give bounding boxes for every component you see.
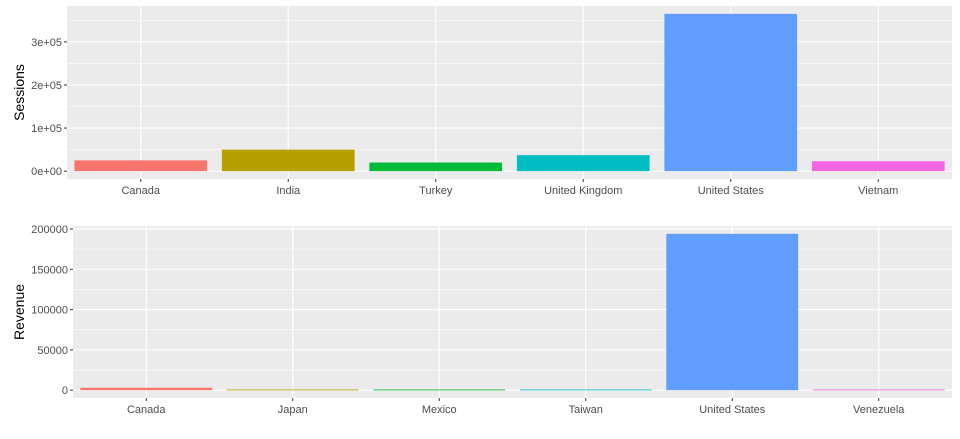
sessions-x-tick-label: Canada [121, 185, 160, 197]
revenue-bar-canada [80, 387, 213, 391]
sessions-y-tick-label: 3e+05 [31, 37, 62, 49]
sessions-x-tick-label: United Kingdom [544, 185, 622, 197]
sessions-y-axis-title: Sessions [11, 64, 27, 121]
revenue-y-tick-label: 0 [62, 385, 68, 397]
revenue-y-tick-label: 200000 [31, 224, 68, 236]
sessions-bar-india [221, 149, 355, 172]
revenue-x-tick-label: Mexico [422, 404, 457, 416]
revenue-x-tick-label: Canada [127, 404, 166, 416]
sessions-x-tick-label: United States [698, 185, 765, 197]
revenue-x-tick-label: United States [699, 404, 766, 416]
sessions-panel: 0e+00 1e+05 2e+05 3e+05 Canada India Turkey Uni… [11, 6, 952, 197]
revenue-plot-background [73, 226, 952, 398]
sessions-bar-canada [74, 160, 208, 172]
revenue-bar-taiwan [519, 389, 652, 391]
revenue-panel: 0 50000 100000 150000 200000 Canada Japan Mexic… [11, 224, 952, 416]
sessions-bar-vietnam [811, 161, 945, 172]
sessions-y-tick-label: 2e+05 [31, 80, 62, 92]
sessions-bar-united-states [664, 13, 798, 172]
sessions-x-tick-label: Turkey [419, 185, 453, 197]
sessions-y-tick-label: 1e+05 [31, 123, 62, 135]
sessions-plot-background [67, 6, 952, 179]
sessions-y-tick-label: 0e+00 [31, 166, 62, 178]
revenue-bar-united-states [666, 233, 799, 391]
sessions-bar-united-kingdom [516, 155, 650, 172]
revenue-bar-venezuela [812, 389, 945, 391]
revenue-y-tick-label: 150000 [31, 264, 68, 276]
revenue-y-axis-title: Revenue [11, 284, 27, 340]
revenue-y-tick-label: 100000 [31, 305, 68, 317]
revenue-x-tick-label: Japan [278, 404, 308, 416]
sessions-bar-turkey [369, 162, 503, 172]
revenue-x-tick-label: Venezuela [853, 404, 905, 416]
revenue-x-tick-label: Taiwan [569, 404, 603, 416]
revenue-bar-japan [226, 389, 359, 391]
sessions-x-tick-label: Vietnam [858, 185, 898, 197]
sessions-x-tick-label: India [276, 185, 301, 197]
revenue-y-tick-label: 50000 [37, 345, 68, 357]
revenue-bar-mexico [373, 389, 506, 391]
